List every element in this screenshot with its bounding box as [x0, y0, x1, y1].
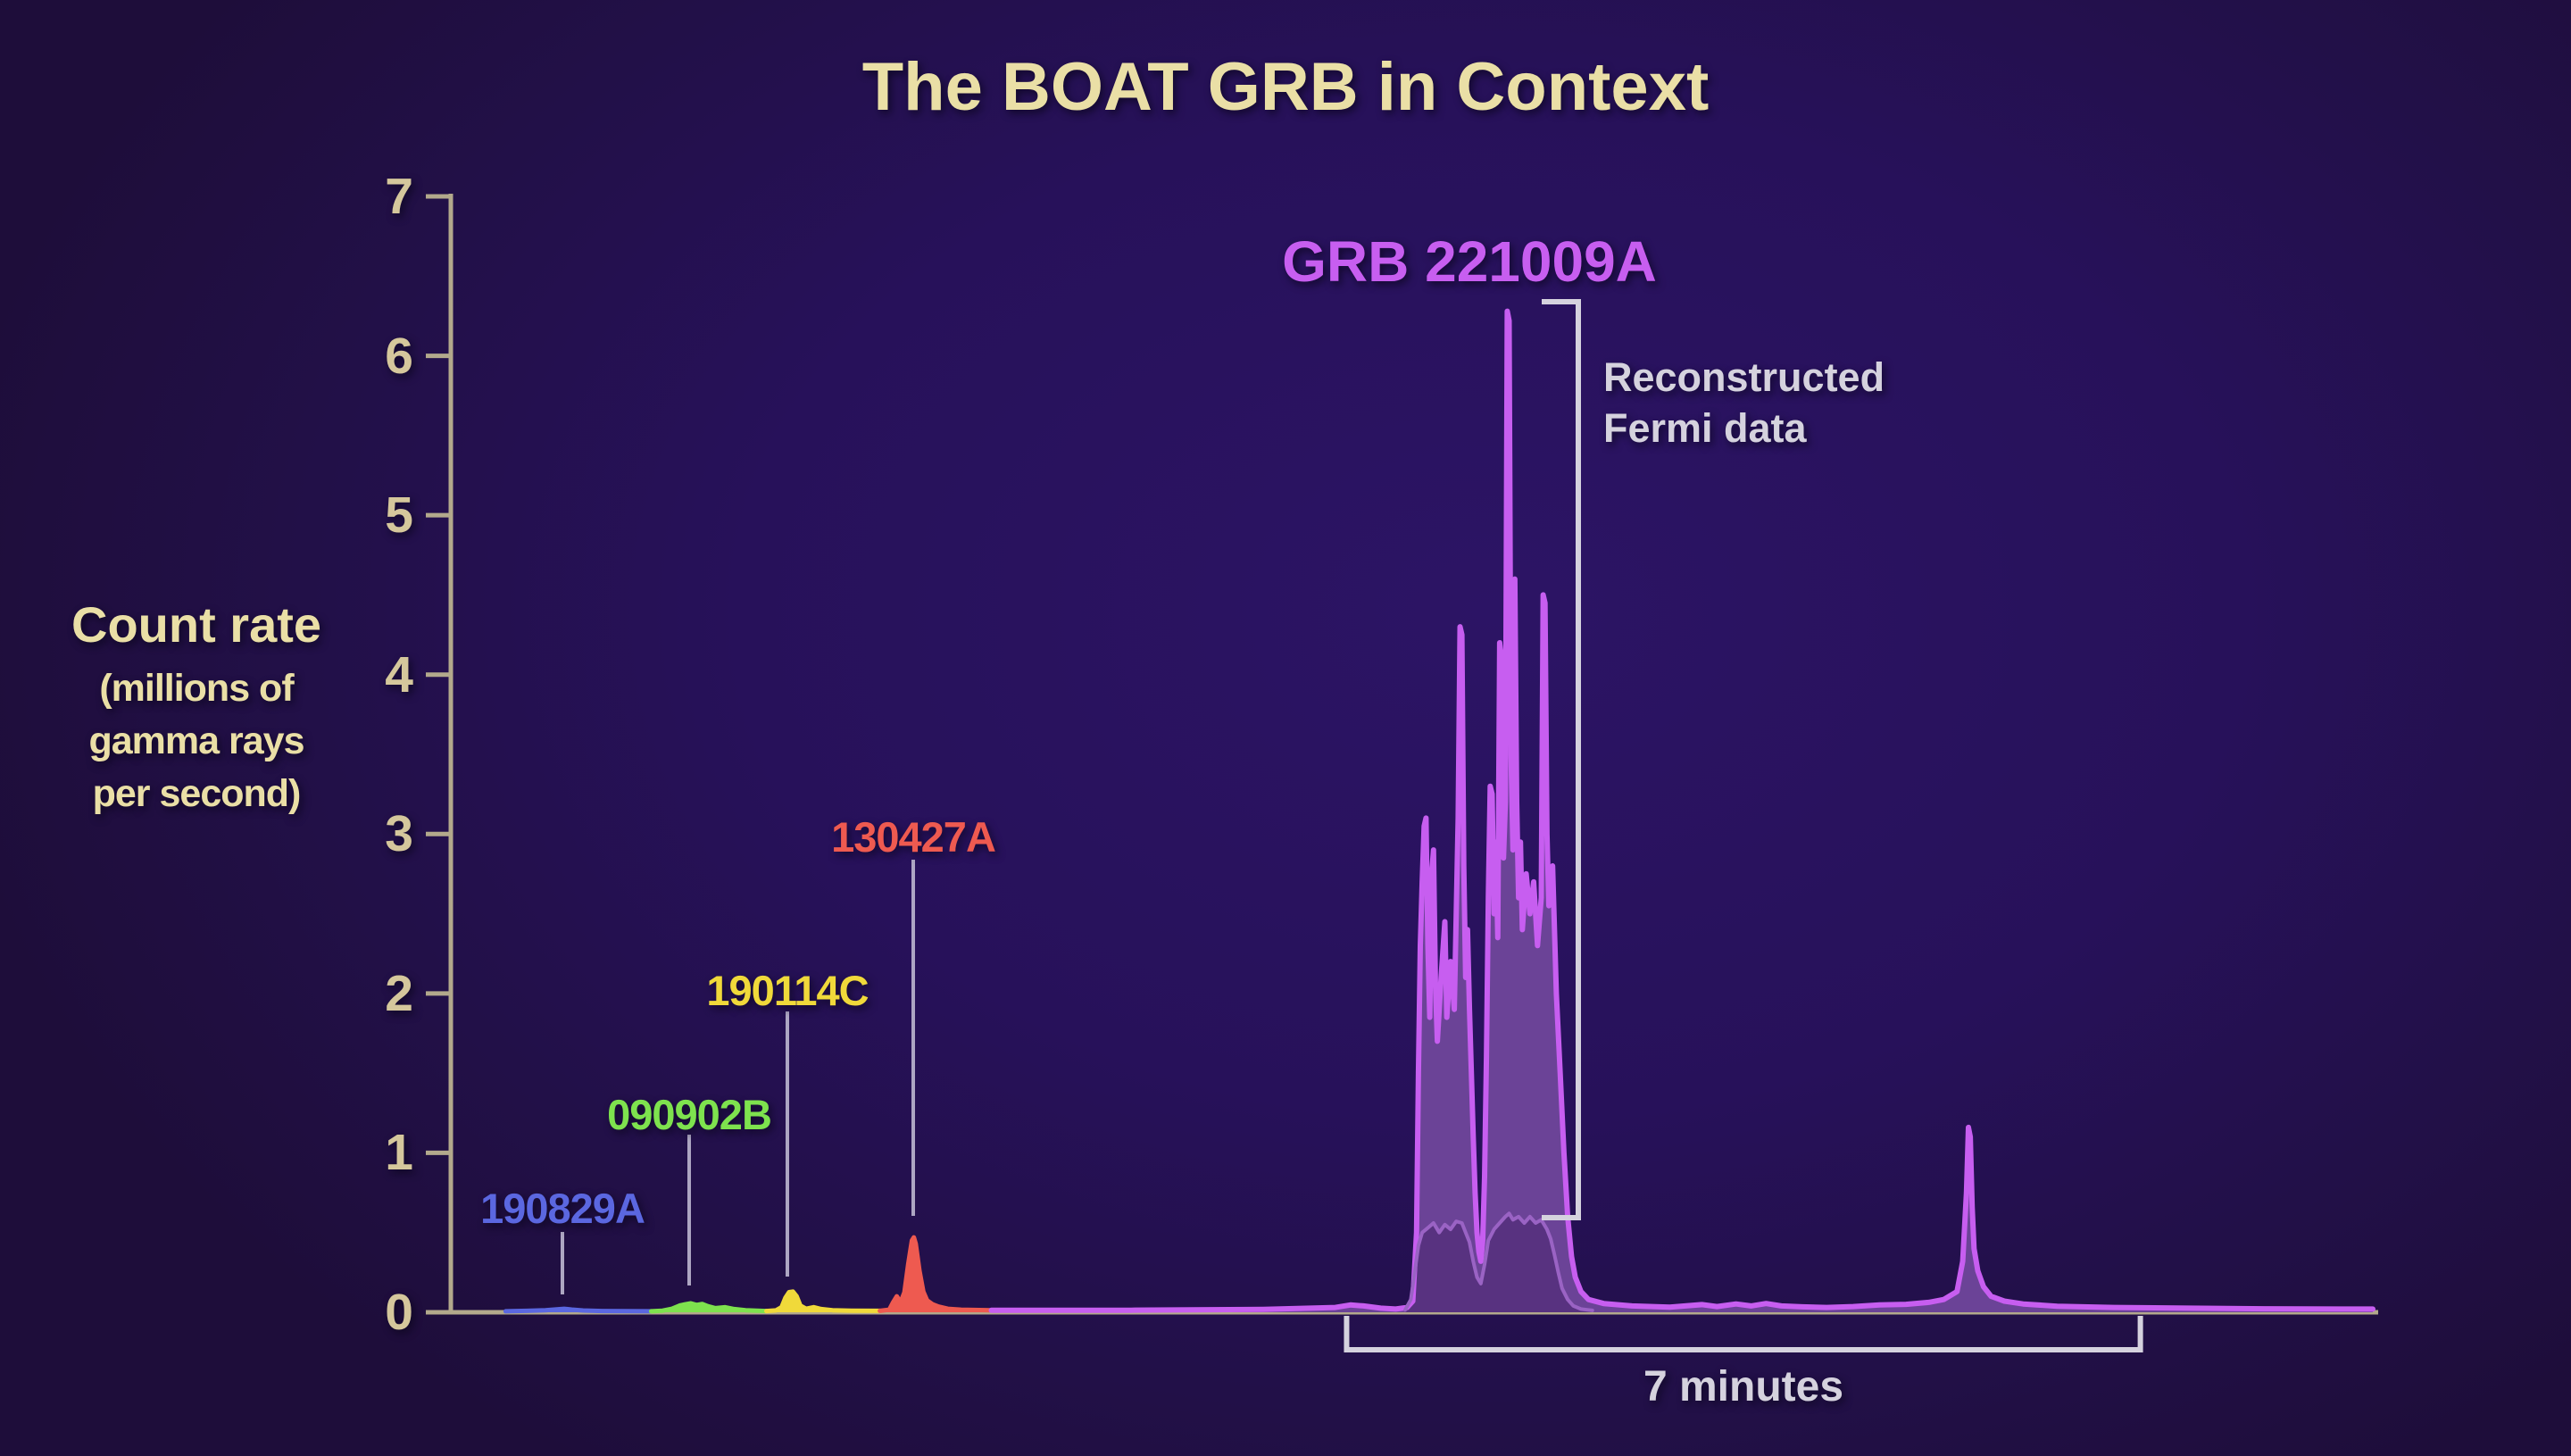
y-axis-title: Count rate (millions of gamma rays per s…	[27, 600, 366, 820]
series-line-grb090902b	[648, 1301, 769, 1314]
series-area-grb221009a	[991, 311, 2373, 1313]
series-area-fermi_saturated	[1405, 1213, 1593, 1312]
y-axis-tick-label: 4	[385, 645, 413, 703]
label-grb-130427a: 130427A	[831, 813, 996, 861]
series-line-grb221009a	[988, 308, 2375, 1313]
label-reconstructed-fermi-data: Reconstructed Fermi data	[1603, 352, 1885, 453]
y-axis-tick-label: 2	[385, 964, 413, 1022]
y-axis-title-main: Count rate	[71, 596, 321, 653]
reconstructed-line2: Fermi data	[1603, 405, 1807, 451]
label-7-minutes: 7 minutes	[1643, 1363, 1844, 1410]
y-axis-tick-label: 1	[385, 1124, 413, 1182]
series-line-grb130427a	[878, 1235, 994, 1313]
chart-title: The BOAT GRB in Context	[861, 49, 1710, 125]
series-line-fermi_saturated	[1403, 1211, 1594, 1312]
y-axis-title-sub-line3: per second)	[92, 772, 302, 815]
reconstructed-line1: Reconstructed	[1603, 354, 1885, 400]
label-grb-190114c: 190114C	[706, 967, 869, 1014]
series-line-grb190114c	[764, 1289, 883, 1314]
duration-bracket	[1344, 1316, 2143, 1352]
y-axis-title-sub-line1: (millions of	[99, 667, 294, 710]
y-axis-tick-label: 5	[385, 487, 413, 545]
label-grb-221009a: GRB 221009A	[1282, 229, 1657, 294]
series-line-grb190829a	[503, 1306, 653, 1314]
reconstructed-data-bracket	[1542, 299, 1581, 1220]
series-area-grb130427a	[879, 1237, 992, 1312]
y-axis-tick-label: 7	[385, 168, 413, 225]
y-axis-tick-label: 6	[385, 327, 413, 385]
label-grb-090902b: 090902B	[607, 1091, 772, 1138]
y-axis-tick-label: 3	[385, 805, 413, 863]
y-axis-tick-label: 0	[385, 1284, 413, 1341]
label-grb-190829a: 190829A	[480, 1185, 645, 1232]
y-axis-title-sub-line2: gamma rays	[88, 720, 305, 762]
